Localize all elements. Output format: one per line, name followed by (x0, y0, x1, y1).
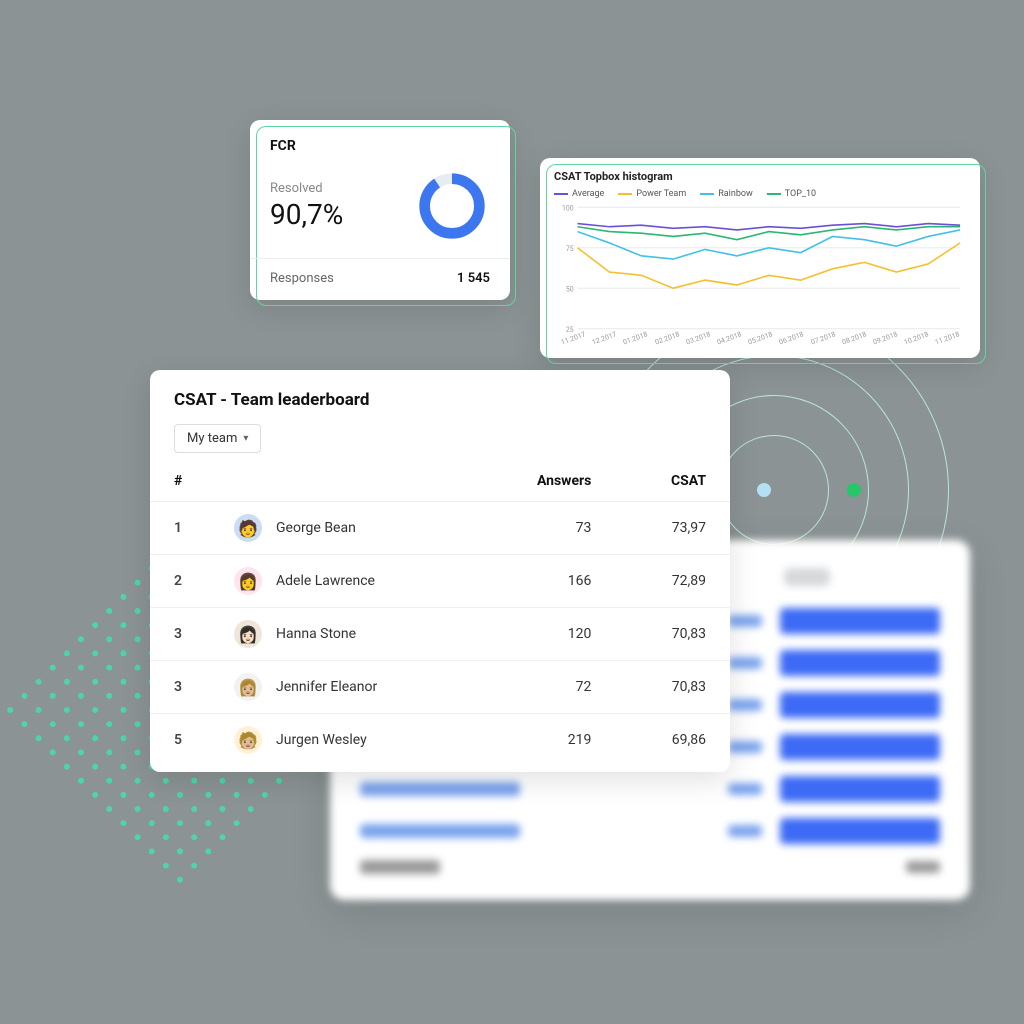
table-row[interactable]: 3 👩🏻 Hanna Stone 12070,83 (150, 608, 730, 661)
col-answers: Answers (474, 461, 615, 502)
row-person: 👩🏻 Hanna Stone (210, 608, 474, 661)
legend-item: Power Team (618, 189, 686, 199)
row-person: 🧑🏼 Jurgen Wesley (210, 714, 474, 767)
row-name: Jurgen Wesley (276, 732, 367, 748)
svg-text:75: 75 (566, 244, 574, 253)
col-csat: CSAT (615, 461, 730, 502)
row-name: Jennifer Eleanor (276, 679, 377, 695)
row-person: 👩 Adele Lawrence (210, 555, 474, 608)
row-answers: 219 (474, 714, 615, 767)
row-rank: 1 (150, 502, 210, 555)
radar-dot-green (847, 483, 861, 497)
legend-item: Average (554, 189, 604, 199)
row-answers: 72 (474, 661, 615, 714)
svg-text:50: 50 (566, 284, 574, 293)
row-answers: 73 (474, 502, 615, 555)
svg-text:100: 100 (562, 203, 574, 212)
avatar: 🧑🏼 (234, 726, 262, 754)
row-name: Hanna Stone (276, 626, 356, 642)
table-row[interactable]: 2 👩 Adele Lawrence 16672,89 (150, 555, 730, 608)
legend-item: Rainbow (700, 189, 753, 199)
row-person: 🧑 George Bean (210, 502, 474, 555)
leaderboard-card: CSAT - Team leaderboard My team ▾ # Answ… (150, 370, 730, 772)
row-answers: 120 (474, 608, 615, 661)
avatar: 👩🏼 (234, 673, 262, 701)
row-person: 👩🏼 Jennifer Eleanor (210, 661, 474, 714)
team-filter-label: My team (187, 431, 237, 446)
histogram-card: CSAT Topbox histogram Average Power Team R… (540, 158, 980, 358)
histogram-legend: Average Power Team Rainbow TOP_10 (554, 189, 966, 199)
leaderboard-title: CSAT - Team leaderboard (150, 390, 730, 410)
row-name: George Bean (276, 520, 356, 536)
row-csat: 70,83 (615, 608, 730, 661)
fcr-card: FCR Resolved 90,7% Responses 1 545 (250, 120, 510, 300)
table-row[interactable]: 5 🧑🏼 Jurgen Wesley 21969,86 (150, 714, 730, 767)
table-row[interactable]: 1 🧑 George Bean 7373,97 (150, 502, 730, 555)
fcr-title: FCR (270, 138, 490, 154)
table-row[interactable]: 3 👩🏼 Jennifer Eleanor 7270,83 (150, 661, 730, 714)
row-rank: 2 (150, 555, 210, 608)
row-csat: 73,97 (615, 502, 730, 555)
row-answers: 166 (474, 555, 615, 608)
avatar: 🧑 (234, 514, 262, 542)
row-rank: 5 (150, 714, 210, 767)
row-csat: 70,83 (615, 661, 730, 714)
legend-item: TOP_10 (767, 189, 816, 199)
row-csat: 69,86 (615, 714, 730, 767)
radar-dot-blue (757, 483, 771, 497)
histogram-x-axis: 11.201712.201701.201802.201803.201804.20… (554, 337, 966, 347)
leaderboard-table: # Answers CSAT 1 🧑 George Bean 7373,97 2 👩 Ade… (150, 461, 730, 766)
fcr-responses-value: 1 545 (457, 271, 490, 286)
avatar: 👩 (234, 567, 262, 595)
row-csat: 72,89 (615, 555, 730, 608)
row-name: Adele Lawrence (276, 573, 375, 589)
svg-text:25: 25 (566, 325, 574, 333)
col-name (210, 461, 474, 502)
row-rank: 3 (150, 661, 210, 714)
fcr-responses-label: Responses (270, 271, 334, 286)
histogram-title: CSAT Topbox histogram (554, 170, 966, 183)
row-rank: 3 (150, 608, 210, 661)
chevron-down-icon: ▾ (243, 433, 248, 444)
col-rank: # (150, 461, 210, 502)
avatar: 👩🏻 (234, 620, 262, 648)
histogram-chart: 25 50 75 100 (554, 203, 966, 333)
team-filter-dropdown[interactable]: My team ▾ (174, 424, 261, 453)
fcr-resolved-value: 90,7% (270, 198, 343, 231)
fcr-donut-chart (414, 168, 490, 244)
fcr-resolved-label: Resolved (270, 181, 343, 196)
